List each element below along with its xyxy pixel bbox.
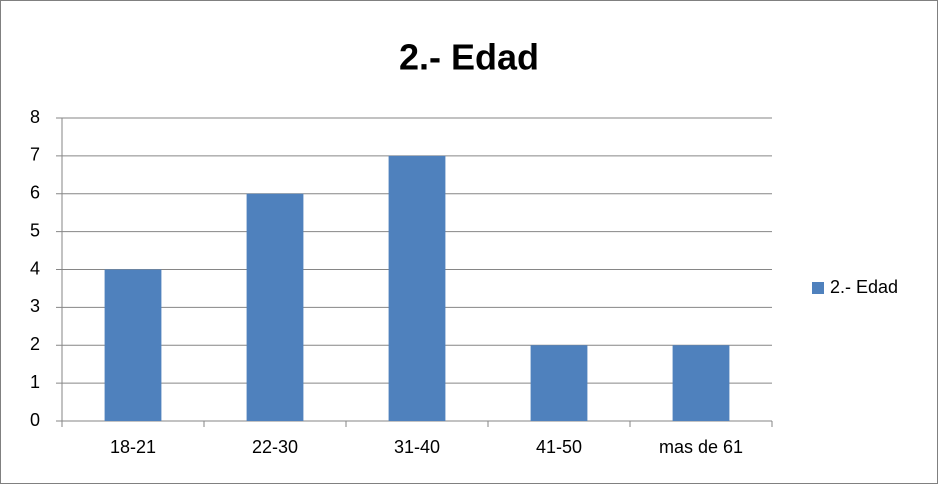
x-tick-label: 22-30 (252, 437, 298, 457)
legend-swatch (812, 282, 824, 294)
y-tick-label: 7 (30, 145, 40, 165)
y-tick-label: 4 (30, 258, 40, 278)
x-tick-label: 18-21 (110, 437, 156, 457)
y-tick-label: 0 (30, 410, 40, 430)
y-tick-label: 2 (30, 334, 40, 354)
legend-label: 2.- Edad (830, 277, 898, 297)
y-tick-label: 8 (30, 107, 40, 127)
y-tick-label: 5 (30, 220, 40, 240)
y-tick-label: 6 (30, 183, 40, 203)
chart-title: 2.- Edad (399, 37, 539, 78)
bar (530, 345, 588, 421)
x-tick-label: mas de 61 (659, 437, 743, 457)
x-tick-label: 31-40 (394, 437, 440, 457)
bar (388, 155, 446, 421)
bar (246, 193, 304, 421)
x-tick-label: 41-50 (536, 437, 582, 457)
y-tick-label: 3 (30, 296, 40, 316)
bar (672, 345, 730, 421)
bar (104, 269, 162, 421)
y-tick-label: 1 (30, 372, 40, 392)
